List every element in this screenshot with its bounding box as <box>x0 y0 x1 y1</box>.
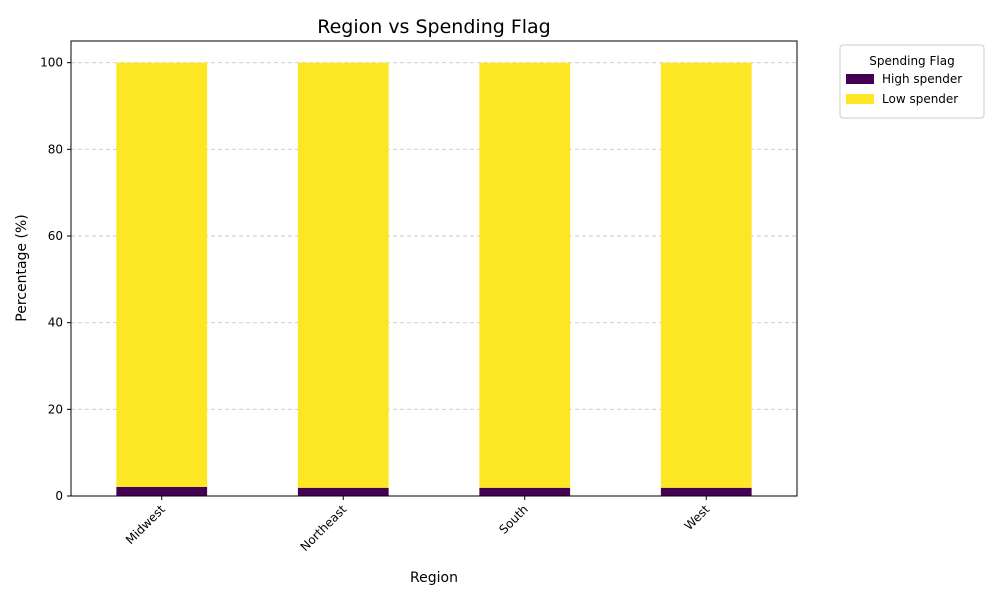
y-tick-label: 20 <box>48 402 63 416</box>
bar-west-high-spender <box>660 487 752 496</box>
y-tick-label: 60 <box>48 229 63 243</box>
bars <box>116 62 752 496</box>
x-tick-label: West <box>682 502 713 533</box>
plot-frame <box>70 40 798 497</box>
bar-south-high-spender <box>479 487 571 496</box>
x-tick-label: Northeast <box>298 502 350 554</box>
legend-swatch <box>846 94 874 104</box>
legend-items: High spender Low spender <box>846 72 962 106</box>
legend-swatch <box>846 74 874 84</box>
x-axis-label: Region <box>410 570 458 586</box>
y-axis-ticks: 0 20 40 60 80 100 <box>40 56 71 503</box>
x-axis-ticks: Midwest Northeast South West <box>123 496 713 554</box>
y-tick-label: 100 <box>40 56 63 70</box>
y-tick-label: 40 <box>48 316 63 330</box>
legend-title: Spending Flag <box>869 54 954 68</box>
x-tick-label: South <box>496 502 531 537</box>
bar-west-low-spender <box>660 62 752 488</box>
chart-title: Region vs Spending Flag <box>317 16 551 38</box>
bar-midwest-high-spender <box>116 486 208 496</box>
legend-frame <box>839 44 985 119</box>
y-axis-label: Percentage (%) <box>14 214 30 321</box>
bar-south-low-spender <box>479 62 571 488</box>
bar-northeast-high-spender <box>297 487 389 496</box>
x-tick-label: Midwest <box>123 502 168 547</box>
bar-midwest-low-spender <box>116 62 208 487</box>
legend-label: Low spender <box>882 92 958 106</box>
y-tick-label: 0 <box>55 489 63 503</box>
legend-label: High spender <box>882 72 962 86</box>
bar-northeast-low-spender <box>297 62 389 488</box>
y-tick-label: 80 <box>48 142 63 156</box>
legend: Spending Flag High spender Low spender <box>839 44 985 119</box>
